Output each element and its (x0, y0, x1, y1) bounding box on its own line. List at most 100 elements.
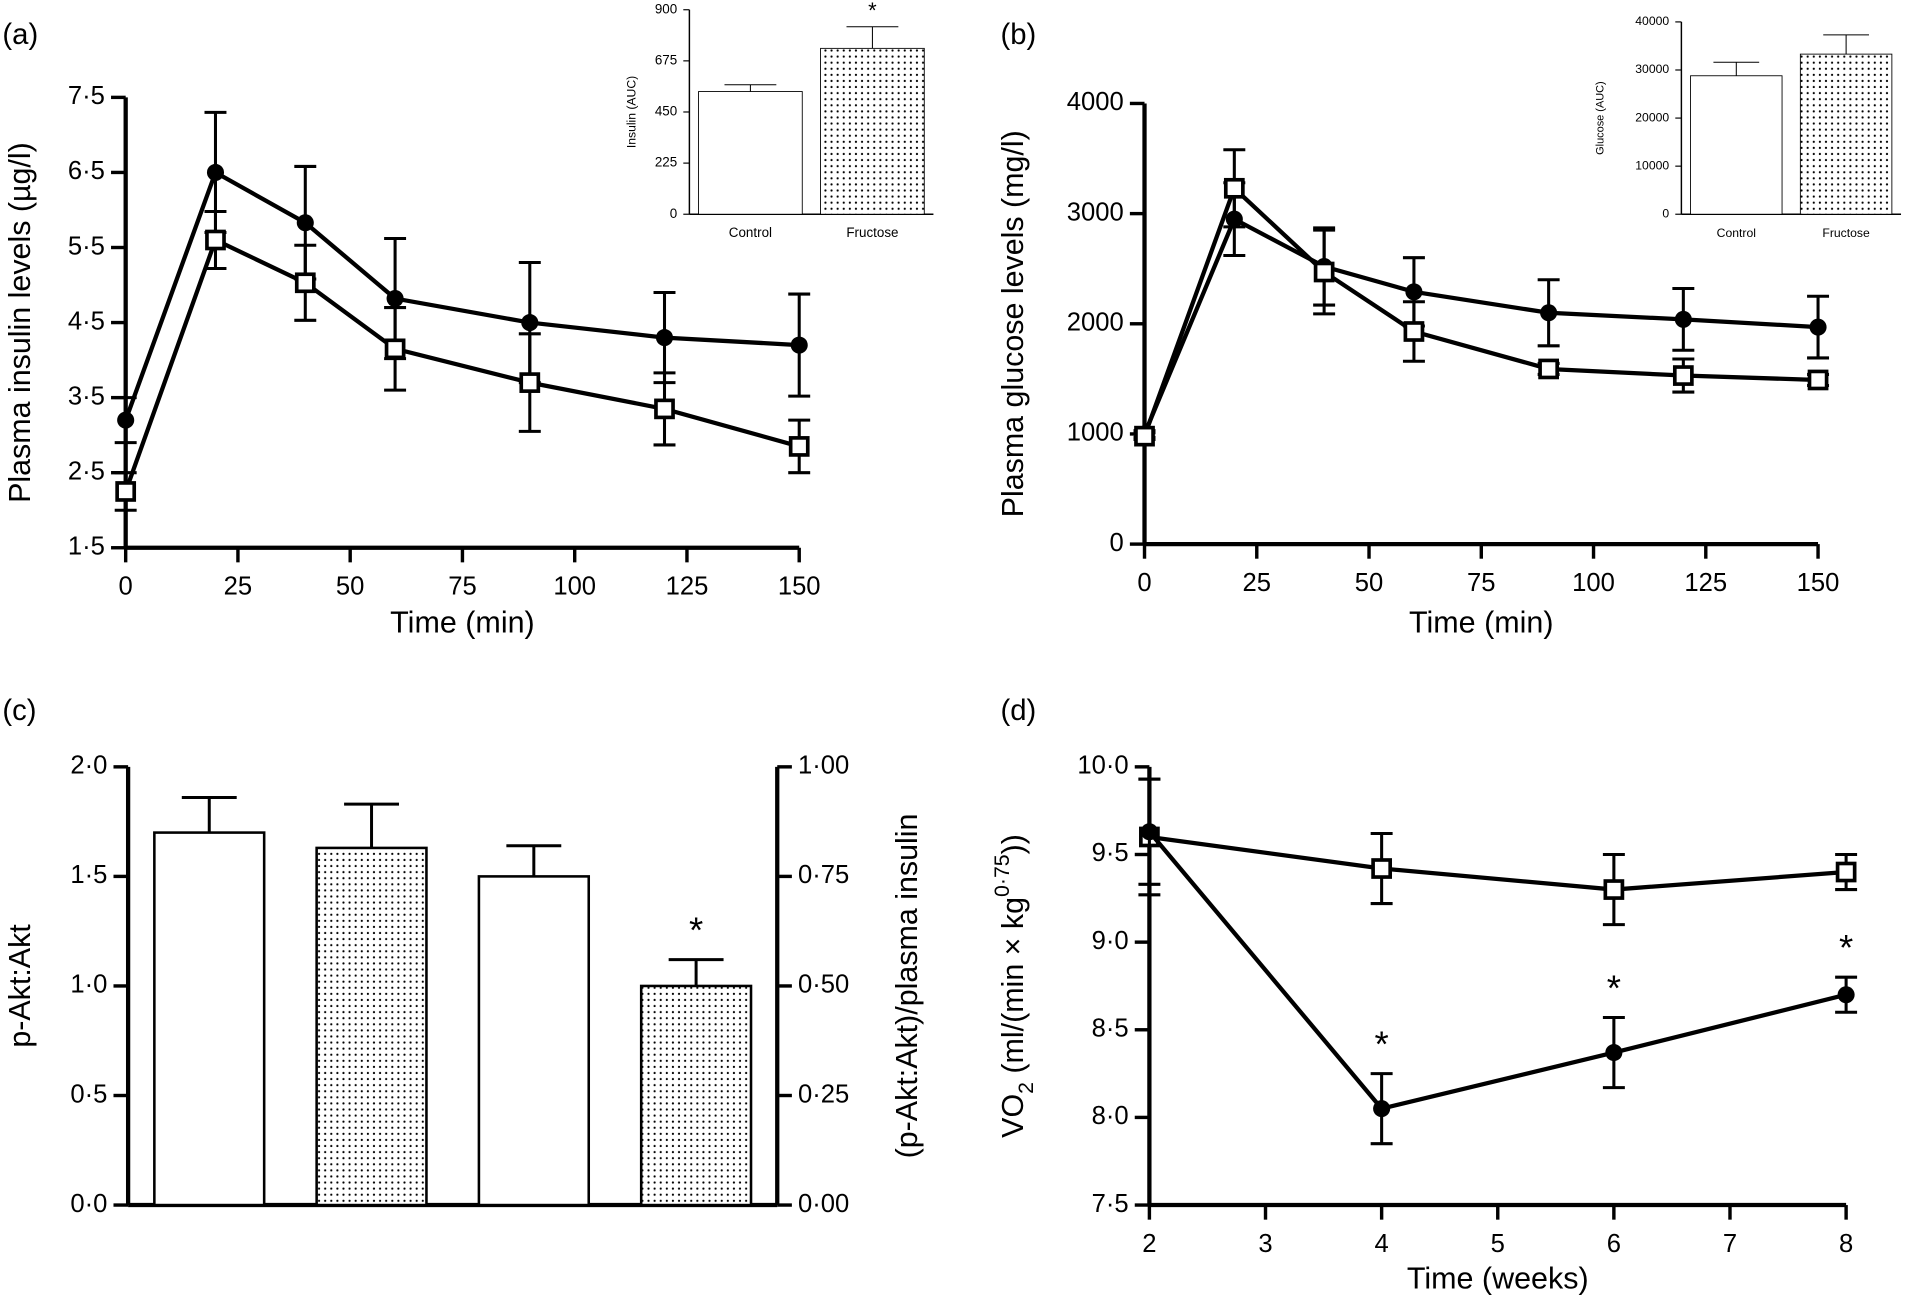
y-tick-label: 8·0 (1092, 1102, 1129, 1130)
marker (521, 314, 539, 332)
x-tick-label: 6 (1607, 1230, 1621, 1258)
panel-label: (d) (1001, 695, 1037, 727)
x-axis-label: Time (min) (390, 606, 535, 640)
bar (1799, 53, 1893, 215)
y-tick-label: 8·5 (1092, 1015, 1129, 1043)
error-bar (846, 26, 899, 49)
y-axis-label: Plasma insulin levels (µg/l) (3, 142, 37, 503)
y-axis-label-part: )) (996, 834, 1030, 854)
error-bar (181, 796, 237, 833)
x-tick-label: 75 (448, 573, 476, 601)
y-axis-label-part: VO (996, 1094, 1030, 1138)
y-tick-label: 30000 (1635, 62, 1669, 76)
x-tick-label: 8 (1839, 1230, 1853, 1258)
y-tick-label: 900 (655, 1, 677, 16)
y-tick-label: 2·0 (70, 752, 107, 780)
marker (115, 481, 137, 502)
x-tick-label: Fructose (846, 225, 898, 240)
y-tick-label: 0 (1662, 206, 1669, 220)
error-bar (1823, 34, 1869, 55)
marker (384, 338, 406, 360)
x-axis-label: Time (min) (1409, 606, 1554, 640)
y-tick-label: 3000 (1067, 198, 1124, 226)
y-tick-label: 0 (670, 206, 677, 221)
x-tick-label: Fructose (1822, 226, 1870, 240)
annotation: * (1839, 927, 1853, 968)
marker (1672, 365, 1694, 386)
marker (386, 290, 404, 308)
marker (1373, 1100, 1391, 1118)
series-line (1149, 834, 1847, 892)
x-tick-label: 0 (119, 573, 133, 601)
x-tick-label: 2 (1142, 1230, 1156, 1258)
marker (1405, 283, 1423, 301)
y-tick-label: 1·00 (798, 752, 849, 780)
bar (315, 846, 428, 1207)
marker (294, 272, 316, 294)
x-tick-label: Control (729, 225, 772, 240)
y-tick-label: 1·5 (68, 533, 105, 561)
bar (698, 91, 803, 215)
marker (1540, 304, 1558, 322)
marker (1223, 177, 1245, 199)
annotation: * (868, 0, 877, 23)
y-tick-label: 450 (655, 104, 677, 119)
y-tick-label: 1000 (1067, 419, 1124, 447)
bar (820, 47, 925, 215)
x-tick-label: 0 (1137, 569, 1151, 597)
marker (1140, 823, 1158, 841)
y-tick-label: 0·0 (70, 1190, 107, 1218)
marker (1807, 369, 1829, 391)
error-bar (1713, 61, 1760, 76)
y-tick-label: 1·5 (70, 861, 107, 889)
y-tick-label: 7·5 (1092, 1190, 1129, 1218)
y-tick-label: 2·5 (68, 457, 105, 485)
marker (206, 163, 225, 181)
marker (790, 336, 808, 354)
annotation: * (1607, 967, 1621, 1008)
y-axis-label: p-Akt:Akt (3, 924, 37, 1048)
y-axis-label-part: (ml/(min × kg (996, 897, 1030, 1082)
y-tick-label: 40000 (1635, 14, 1669, 28)
bar (639, 984, 753, 1207)
error-bar (344, 802, 399, 848)
bar (477, 875, 591, 1207)
y2-axis-label: (p-Akt:Akt)/plasma insulin (890, 814, 924, 1159)
x-tick-label: 150 (1797, 569, 1840, 597)
x-tick-label: 4 (1375, 1230, 1389, 1258)
marker (654, 398, 675, 420)
marker (1809, 318, 1827, 336)
marker (1403, 321, 1425, 342)
y-tick-label: 2000 (1067, 309, 1124, 337)
x-tick-label: 25 (224, 573, 252, 601)
bar (153, 831, 266, 1207)
x-tick-label: 25 (1243, 569, 1271, 597)
y-tick-label: 4000 (1067, 88, 1124, 116)
annotation: * (689, 910, 703, 951)
marker (1313, 261, 1335, 283)
x-tick-label: 150 (778, 573, 821, 601)
y-tick-label: 5·5 (68, 232, 105, 260)
y-tick-label: 0·5 (70, 1080, 107, 1108)
x-tick-label: 50 (1355, 569, 1383, 597)
series-line (1142, 216, 1819, 435)
y-tick-label: 4·5 (68, 307, 105, 335)
x-tick-label: 125 (1684, 569, 1727, 597)
y-tick-label: 675 (655, 52, 677, 67)
marker (1538, 358, 1560, 380)
error-bar (506, 844, 562, 877)
marker (519, 372, 541, 393)
panel-label: (b) (1001, 19, 1037, 51)
marker (1674, 310, 1692, 328)
y-tick-label: 1·0 (70, 971, 107, 999)
y-axis-label-part: 0·75 (990, 854, 1014, 897)
x-axis-label: Time (weeks) (1407, 1262, 1589, 1296)
marker (655, 329, 674, 347)
marker (205, 229, 226, 251)
marker (1835, 861, 1857, 883)
marker (1603, 879, 1625, 900)
y-tick-label: 10·0 (1077, 752, 1128, 780)
marker (117, 411, 135, 429)
y-tick-label: 0·75 (798, 861, 849, 889)
